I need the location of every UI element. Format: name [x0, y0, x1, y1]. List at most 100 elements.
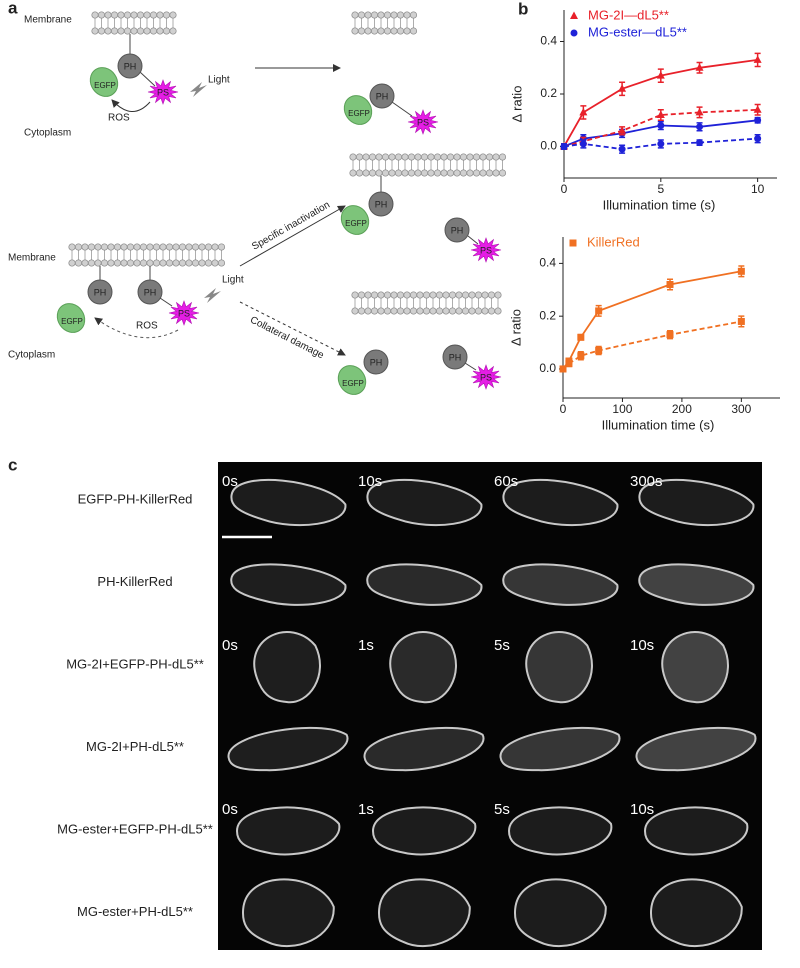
lipid-head	[494, 307, 502, 315]
time-label: 0s	[222, 637, 238, 654]
lipid-head	[204, 243, 213, 251]
label: MG-ester+EGFP-PH-dL5**	[57, 821, 213, 836]
lipid-head	[74, 243, 83, 251]
lipid-head	[156, 27, 164, 35]
label: PH	[449, 352, 462, 362]
lipid-head	[204, 259, 213, 267]
label: PH	[370, 357, 383, 367]
lipid-head	[468, 307, 476, 315]
series-line	[562, 270, 742, 370]
lipid-head	[91, 27, 99, 35]
ph-domain	[369, 83, 395, 109]
egfp	[89, 67, 119, 97]
lipid-head	[440, 169, 448, 177]
lipid-head	[110, 11, 119, 19]
ros-arrow	[111, 99, 151, 112]
lipid-head	[390, 11, 398, 19]
lipid-head	[401, 153, 409, 161]
lipid-head	[370, 307, 379, 315]
series-line	[562, 320, 742, 370]
marker	[754, 135, 762, 143]
label: PH-KillerRed	[97, 574, 172, 589]
lipid-head	[104, 11, 112, 19]
lipid-head	[466, 169, 474, 177]
time-label: 10s	[358, 473, 382, 490]
lipid-head	[364, 27, 372, 35]
cell-image	[253, 631, 321, 703]
lipid-head	[461, 307, 470, 315]
lipid-head	[459, 169, 468, 177]
photosensitizer	[168, 300, 200, 326]
lipid-head	[390, 291, 398, 299]
marker	[666, 331, 674, 339]
lipid-head	[474, 291, 483, 299]
lipid-head	[442, 291, 450, 299]
label: PH	[144, 287, 157, 297]
lipid-head	[453, 153, 461, 161]
label: PS	[480, 372, 492, 382]
lipid-head	[446, 169, 455, 177]
lipid-head	[448, 291, 457, 299]
lipid-head	[185, 259, 193, 267]
marker	[696, 139, 704, 147]
lipid-head	[97, 11, 106, 19]
lipid-head	[104, 27, 112, 35]
label: EGFP	[348, 109, 370, 118]
lipid-head	[185, 243, 193, 251]
membrane-bilayer	[351, 11, 418, 35]
marker	[753, 105, 762, 113]
label: Light	[222, 275, 244, 286]
lipid-head	[422, 307, 431, 315]
lipid-head	[494, 291, 502, 299]
lipid-head	[375, 169, 383, 177]
x-axis-label: Illumination time (s)	[602, 417, 715, 432]
marker	[618, 145, 626, 153]
egfp	[337, 365, 367, 395]
lipid-head	[472, 169, 481, 177]
cell-image	[235, 806, 341, 856]
photosensitizer	[147, 79, 179, 105]
lipid-head	[152, 243, 161, 251]
membrane-bilayer	[351, 291, 502, 315]
lipid-head	[390, 27, 398, 35]
ph-domain	[87, 279, 113, 305]
series-line	[563, 59, 758, 147]
lipid-head	[474, 307, 483, 315]
light-bolt	[204, 288, 221, 303]
lipid-head	[113, 243, 122, 251]
lipid-head	[429, 307, 437, 315]
lipid-head	[126, 259, 135, 267]
membrane-bilayer	[68, 243, 226, 267]
marker	[737, 317, 745, 325]
photosensitizer	[407, 109, 439, 135]
lipid-head	[130, 11, 138, 19]
lipid-head	[403, 291, 411, 299]
lipid-head	[492, 169, 500, 177]
lipid-head	[370, 27, 379, 35]
x-tick-label: 300	[731, 402, 751, 416]
lipid-head	[165, 259, 174, 267]
lipid-head	[396, 291, 405, 299]
time-label: 5s	[494, 637, 510, 654]
label: EGFP	[342, 379, 364, 388]
cell-image	[366, 478, 483, 527]
label: b	[518, 0, 528, 18]
lipid-head	[409, 291, 418, 299]
photosensitizer	[470, 237, 502, 263]
lipid-head	[149, 11, 158, 19]
marker	[657, 122, 665, 129]
lipid-head	[388, 153, 396, 161]
lipid-head	[357, 11, 366, 19]
series-line	[563, 108, 758, 148]
label: MG-ester+PH-dL5**	[77, 904, 193, 919]
cell-image	[507, 806, 613, 856]
label: PS	[480, 245, 492, 255]
lipid-head	[407, 153, 416, 161]
legend-label: KillerRed	[587, 234, 640, 249]
lipid-head	[355, 169, 364, 177]
lipid-head	[120, 243, 128, 251]
label: PH	[375, 199, 388, 209]
lipid-head	[388, 169, 396, 177]
y-tick-label: 0.4	[540, 34, 557, 48]
